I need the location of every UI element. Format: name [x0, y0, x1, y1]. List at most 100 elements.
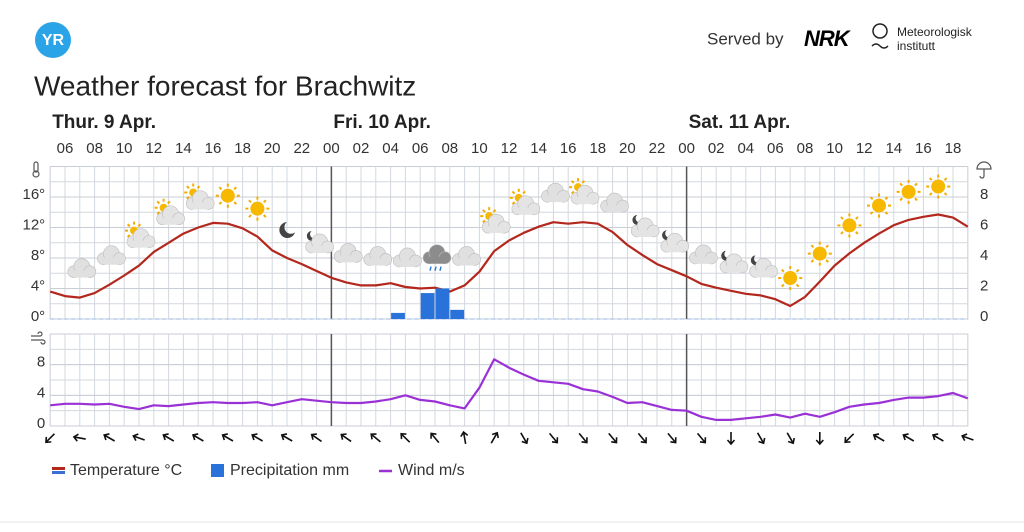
series-line [50, 358, 969, 421]
provider-logo: NRK [804, 26, 852, 51]
sun-ray [929, 192, 933, 196]
precipitation-bar [420, 293, 435, 319]
day-label: Fri. 10 Apr. [333, 112, 431, 133]
cloud-part [101, 257, 122, 265]
met-logo-wave [871, 43, 889, 49]
moon [279, 222, 295, 238]
cloud-part [575, 197, 595, 205]
sun-disc [220, 188, 235, 203]
cloud-part [486, 226, 507, 234]
x-tick-label: 20 [619, 140, 636, 157]
wind-arrow [132, 433, 145, 441]
wind-arrow [45, 433, 56, 444]
sun-ray [781, 268, 785, 273]
sun-ray [840, 216, 844, 220]
wind-arrow [490, 431, 500, 444]
weather-icon [67, 258, 97, 278]
x-tick-label: 12 [501, 140, 518, 157]
x-tick-label: 08 [797, 140, 814, 157]
y-tick-label: 12° [23, 216, 46, 233]
sun-ray [570, 180, 575, 184]
wind-arrow [872, 433, 885, 442]
wind-arrow [280, 433, 293, 442]
x-tick-label: 10 [826, 140, 843, 157]
weather-icon [630, 214, 660, 238]
x-tick-label: 22 [649, 140, 666, 157]
sun-ray [884, 211, 889, 215]
x-tick-label: 00 [323, 140, 340, 157]
wind-arrow [460, 430, 469, 445]
weather-icon [393, 247, 422, 268]
weather-icon [184, 183, 215, 210]
cloud-part [309, 245, 330, 253]
cloud-part [604, 205, 625, 213]
sun-ray [943, 192, 948, 196]
cloud-part [427, 256, 447, 264]
cloud-part [367, 258, 388, 266]
wind-arrow [578, 432, 588, 444]
x-tick-label: 14 [885, 140, 902, 157]
institute-line: institutt [897, 39, 936, 53]
sun-disc [872, 198, 886, 213]
wind-arrow [637, 432, 647, 444]
wind-arrow [340, 433, 352, 443]
weather-icon [896, 179, 921, 204]
cloud-part [71, 270, 92, 278]
weather-icon [97, 245, 126, 265]
cloud-part [545, 195, 566, 203]
weather-icon [125, 221, 156, 248]
weather-icon [480, 207, 511, 234]
sun-ray [156, 211, 161, 215]
weather-icon [333, 243, 363, 263]
wind-arrow [72, 433, 86, 442]
sun-ray [167, 200, 171, 205]
sun-ray [795, 283, 800, 288]
x-tick-label: 06 [767, 140, 784, 157]
wind-arrow [786, 432, 796, 445]
sun-ray [884, 196, 889, 200]
served-by: Served by [707, 29, 784, 48]
weather-icon [867, 193, 891, 218]
logo-circle [35, 22, 71, 58]
sun-ray [855, 216, 859, 220]
y-tick-label: 16° [23, 186, 46, 203]
sun-ray [899, 182, 903, 187]
umbrella-icon [976, 161, 992, 179]
sun-ray [781, 283, 785, 288]
wind-arrow [756, 432, 766, 445]
wind-arrow [103, 433, 115, 442]
legend-swatch [52, 467, 65, 470]
weather-icon [660, 230, 690, 253]
cloud-part [664, 245, 685, 253]
sun-ray [137, 223, 142, 228]
sun-ray [840, 231, 844, 235]
sun-ray [511, 201, 516, 205]
logo: YR [42, 32, 65, 49]
x-tick-label: 16 [560, 140, 577, 157]
cloud-part [635, 229, 656, 237]
precipitation-bar [391, 312, 405, 319]
sun-ray [855, 231, 859, 235]
y-tick-label: 4° [31, 277, 45, 294]
y2-tick-label: 2 [980, 277, 988, 294]
sun-ray [929, 177, 933, 181]
weather-icon [305, 230, 334, 254]
x-tick-label: 02 [353, 140, 370, 157]
legend-label: Precipitation mm [230, 462, 349, 479]
sun-ray [825, 244, 829, 248]
y2-tick-label: 4 [980, 247, 988, 264]
sun-ray [233, 201, 237, 205]
x-tick-label: 06 [57, 140, 74, 157]
weather-icon [749, 255, 778, 278]
sun-disc [931, 179, 946, 194]
cloud-part [724, 265, 744, 273]
sun-ray [943, 177, 948, 181]
wind-arrow [251, 433, 263, 442]
x-tick-label: 18 [589, 140, 606, 157]
sun-ray [522, 190, 526, 195]
x-tick-label: 08 [86, 140, 103, 157]
wind-arrow [548, 432, 559, 444]
legend-swatch [211, 464, 224, 477]
wind-arrow [191, 433, 204, 442]
